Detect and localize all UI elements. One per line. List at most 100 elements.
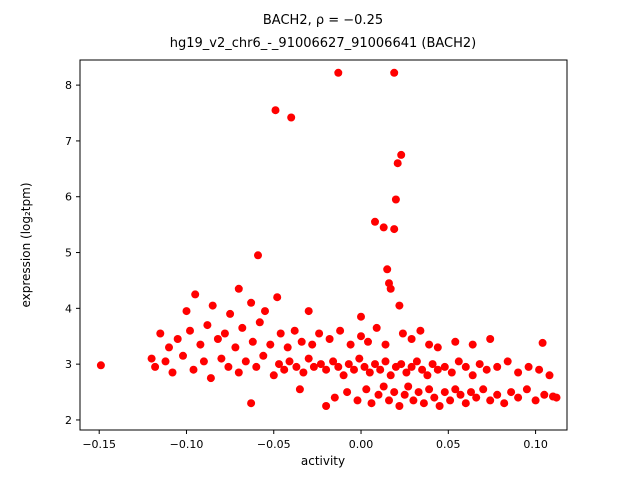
data-point [360,362,369,371]
data-point [386,284,395,293]
y-tick-label: 6 [65,191,72,204]
data-point [395,301,404,310]
data-point [273,293,282,302]
y-tick-label: 8 [65,79,72,92]
data-point [447,368,456,377]
chart-subtitle: hg19_v2_chr6_-_91006627_91006641 (BACH2) [170,36,477,51]
data-point [156,329,165,338]
data-point [381,340,390,349]
data-point [435,402,444,410]
data-point [344,360,353,369]
data-point [552,393,561,402]
data-point [472,393,481,402]
scatter-points [96,68,561,410]
data-point [371,217,379,226]
x-tick-label: 0.10 [523,438,548,451]
x-tick-label: −0.10 [170,438,204,451]
data-point [247,399,256,408]
data-point [374,390,383,399]
data-point [467,388,475,397]
data-point [226,309,235,318]
data-point [451,337,460,346]
data-point [224,362,233,371]
data-point [220,329,229,338]
data-point [308,340,317,349]
data-point [507,388,516,397]
data-point [479,385,488,394]
data-point [151,362,160,371]
data-point [402,368,411,377]
data-point [454,357,463,366]
data-point [381,357,390,366]
data-point [353,396,362,405]
data-point [461,362,470,371]
data-point [440,362,449,371]
data-point [285,357,294,366]
data-point [451,385,460,394]
data-point [418,365,427,374]
data-point [514,393,523,402]
data-point [475,360,484,369]
data-point [514,368,523,377]
data-point [404,382,413,391]
data-point [545,371,554,380]
data-point [261,307,269,316]
data-point [231,343,240,352]
x-tick-label: 0.05 [436,438,461,451]
data-point [390,225,399,234]
data-point [433,343,442,352]
x-axis-ticks: −0.15 −0.10 −0.05 0.00 0.05 0.10 [82,430,548,451]
data-point [409,396,418,405]
data-point [280,365,289,374]
data-point [390,388,399,397]
data-point [339,371,348,380]
data-point [165,343,173,352]
data-point [299,368,308,377]
data-point [287,113,296,122]
data-point [182,307,191,316]
data-point [531,396,540,405]
data-point [397,360,406,369]
data-point [400,390,409,399]
data-point [255,318,264,327]
data-point [540,390,549,399]
data-point [283,343,292,352]
data-point [275,360,283,369]
x-tick-label: 0.00 [349,438,374,451]
data-point [315,329,324,338]
data-point [238,323,247,332]
data-point [393,159,402,168]
data-point [213,335,222,343]
data-point [538,338,547,347]
data-point [357,312,365,321]
data-point [189,365,198,374]
data-point [428,360,437,369]
data-point [297,337,306,346]
data-point [390,68,399,77]
data-point [386,371,395,380]
data-point [292,362,301,371]
data-point [365,368,374,377]
plot-area [79,59,568,431]
data-point [493,362,502,371]
data-point [468,371,477,380]
data-point [254,251,262,260]
data-point [316,360,325,369]
data-point [343,388,352,397]
y-tick-label: 2 [65,414,72,427]
data-point [330,393,339,402]
data-point [295,385,304,394]
data-point [271,106,280,115]
data-point [259,351,268,360]
data-point [234,368,243,377]
data-point [325,335,334,343]
data-point [191,290,200,299]
data-point [199,357,208,366]
data-point [266,340,275,349]
data-point [334,362,343,371]
data-point [290,326,299,335]
data-point [376,365,385,374]
data-point [334,68,343,77]
data-point [391,195,400,204]
